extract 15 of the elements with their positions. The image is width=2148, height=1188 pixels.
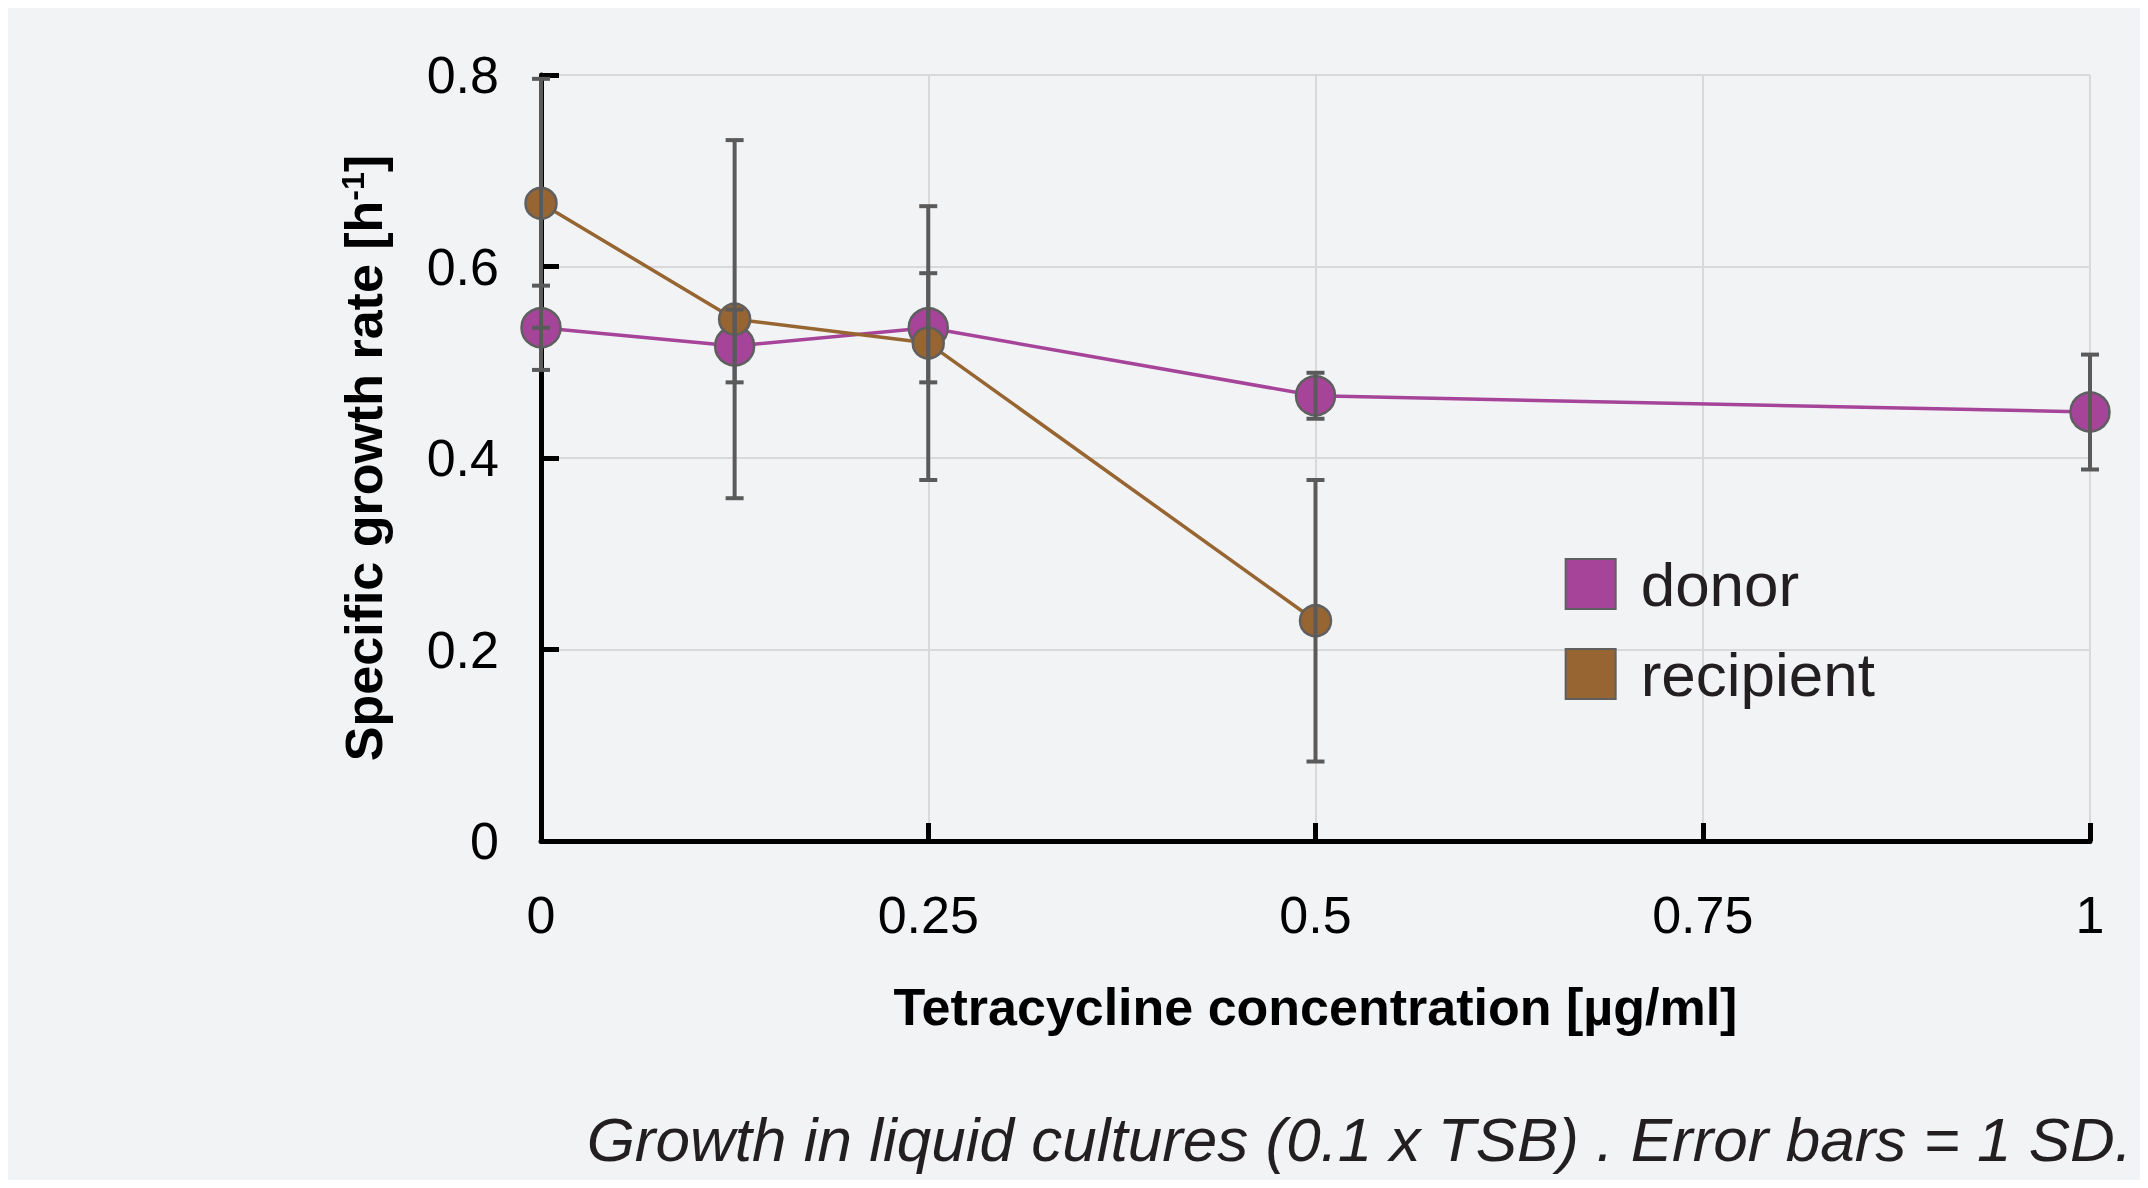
x-tick-label: 0.5 [1279, 886, 1352, 944]
x-axis-title: Tetracycline concentration [µg/ml] [893, 978, 1738, 1036]
y-tick-label: 0.4 [426, 429, 499, 487]
x-tick-label: 0.75 [1652, 886, 1754, 944]
y-tick-label: 0.8 [426, 46, 499, 104]
legend-label: donor [1640, 549, 1800, 619]
x-tick-label: 1 [2075, 886, 2105, 944]
x-tick-label: 0.25 [877, 886, 979, 944]
y-tick-label: 0 [470, 812, 499, 870]
legend-label: recipient [1640, 639, 1876, 709]
y-tick-label: 0.2 [426, 620, 499, 679]
y-axis-title: Specific growth rate [h-1] [335, 154, 393, 762]
y-tick-label: 0.6 [426, 237, 499, 296]
text: Growth in liquid cultures (0.1 x TSB) . Error bars = 1 SD. [586, 1104, 2133, 1174]
x-tick-label: 0 [526, 886, 556, 944]
